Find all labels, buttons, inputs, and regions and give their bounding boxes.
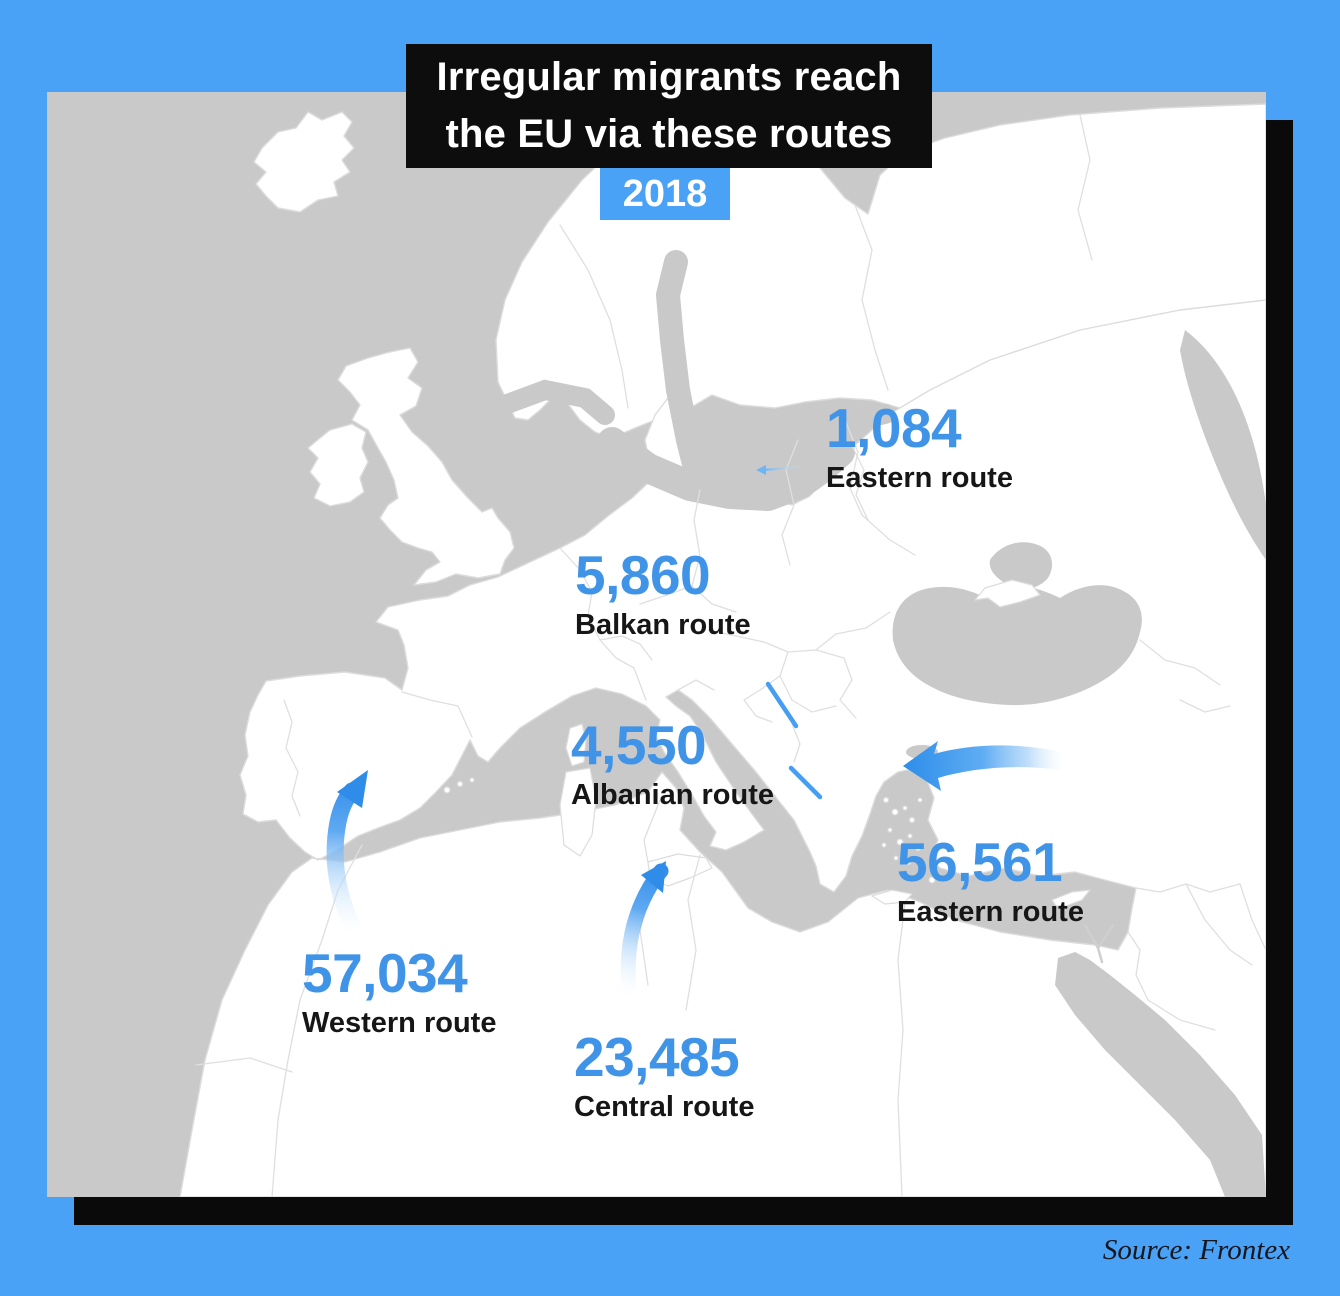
central-flow-arrowhead [641, 861, 666, 893]
route-name: Central route [574, 1091, 755, 1123]
route-name: Western route [302, 1007, 497, 1039]
western-flow-arrowhead [337, 770, 368, 808]
eastern-north-flow-line [762, 465, 801, 472]
route-name: Albanian route [571, 779, 775, 811]
crimea [974, 579, 1041, 608]
western-flow-arrow [326, 782, 361, 933]
route-value: 23,485 [574, 1026, 740, 1088]
route-value: 56,561 [897, 831, 1063, 893]
britain-land [337, 347, 515, 586]
eastern-med-flow-arrow [903, 741, 1062, 791]
caspian-sea [1180, 330, 1266, 560]
gulf-of-bothnia [655, 250, 712, 500]
route-label-central-route: 23,485 Central route [574, 1030, 754, 1122]
route-name: Eastern route [897, 896, 1084, 928]
route-value: 1,084 [826, 397, 962, 459]
title-line-1: Irregular migrants reach [436, 55, 902, 100]
route-label-eastern-route-north: 1,084 Eastern route [826, 401, 1013, 493]
country-borders [195, 114, 1266, 1197]
route-name: Eastern route [826, 462, 1013, 494]
route-value: 4,550 [571, 714, 707, 776]
black-sea [892, 584, 1142, 706]
sea-of-azov [989, 542, 1053, 590]
corsica [565, 723, 587, 767]
flow-arrows [326, 465, 1062, 996]
route-value: 57,034 [302, 942, 468, 1004]
title-box: Irregular migrants reach the EU via thes… [406, 44, 932, 168]
inner-seas [492, 250, 1266, 1197]
iceland-land [253, 111, 355, 213]
baltic-sea [597, 427, 855, 511]
route-value: 5,860 [575, 544, 711, 606]
albanian-flow-line [788, 765, 823, 800]
title-line-2: the EU via these routes [445, 112, 893, 156]
ireland-land [307, 423, 369, 507]
route-label-balkan-route: 5,860 Balkan route [575, 548, 751, 640]
eastern-north-flow-arrowhead [756, 465, 766, 475]
sardinia [559, 767, 597, 857]
cyprus [1051, 889, 1091, 907]
route-label-eastern-route-med: 56,561 Eastern route [897, 835, 1084, 927]
red-sea [1055, 952, 1266, 1197]
gulf-of-finland [770, 404, 895, 450]
route-label-western-route: 57,034 Western route [302, 946, 496, 1038]
source-credit: Source: Frontex [1102, 1234, 1290, 1266]
skagerrak [492, 379, 615, 425]
crete [871, 889, 913, 905]
route-label-albanian-route: 4,550 Albanian route [571, 718, 774, 810]
balkan-flow-line [765, 681, 799, 729]
route-name: Balkan route [575, 609, 751, 641]
year-badge: 2018 [600, 168, 730, 220]
